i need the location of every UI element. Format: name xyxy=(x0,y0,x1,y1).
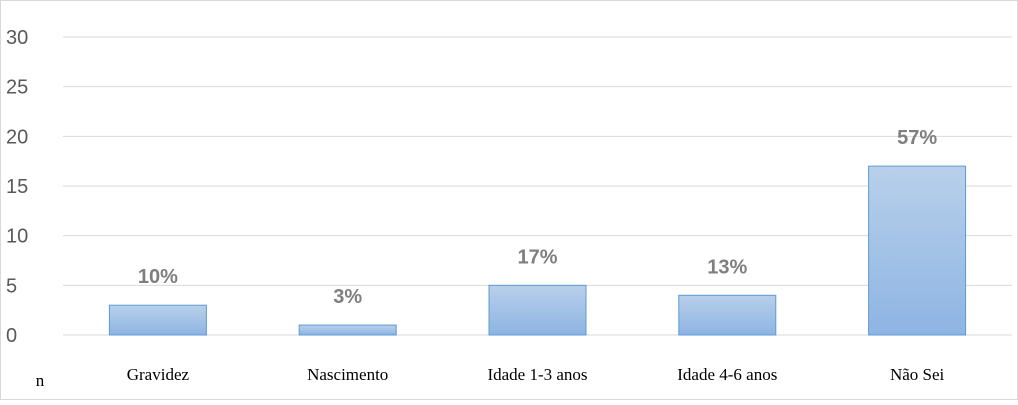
bar-2 xyxy=(298,324,397,336)
bar-5 xyxy=(868,165,967,336)
bar-1 xyxy=(108,304,207,336)
data-label: 57% xyxy=(897,127,937,149)
x-tick-label: Gravidez xyxy=(127,365,190,384)
y-tick-label: 0 xyxy=(6,325,17,347)
y-axis-ticks: 0 5 10 15 20 25 30 xyxy=(6,27,28,347)
y-tick-label: 15 xyxy=(6,176,28,198)
corner-label: n xyxy=(36,371,45,390)
bars xyxy=(108,165,967,336)
x-tick-label: Não Sei xyxy=(890,365,945,384)
data-label: 10% xyxy=(138,266,178,288)
bar-3 xyxy=(488,284,587,336)
data-labels: 10% 3% 17% 13% 57% xyxy=(138,127,937,308)
data-label: 17% xyxy=(517,246,557,268)
gridlines xyxy=(63,36,1012,336)
y-tick-label: 25 xyxy=(6,77,28,99)
x-axis-ticks: Gravidez Nascimento Idade 1-3 anos Idade 4-… xyxy=(127,365,945,384)
x-tick-label: Idade 1-3 anos xyxy=(487,365,587,384)
data-label: 3% xyxy=(333,286,362,308)
data-label: 13% xyxy=(707,256,747,278)
y-tick-label: 10 xyxy=(6,226,28,248)
bar-4 xyxy=(678,294,777,336)
x-tick-label: Idade 4-6 anos xyxy=(677,365,777,384)
y-tick-label: 5 xyxy=(6,275,17,297)
y-tick-label: 20 xyxy=(6,126,28,148)
y-tick-label: 30 xyxy=(6,27,28,49)
x-tick-label: Nascimento xyxy=(307,365,388,384)
